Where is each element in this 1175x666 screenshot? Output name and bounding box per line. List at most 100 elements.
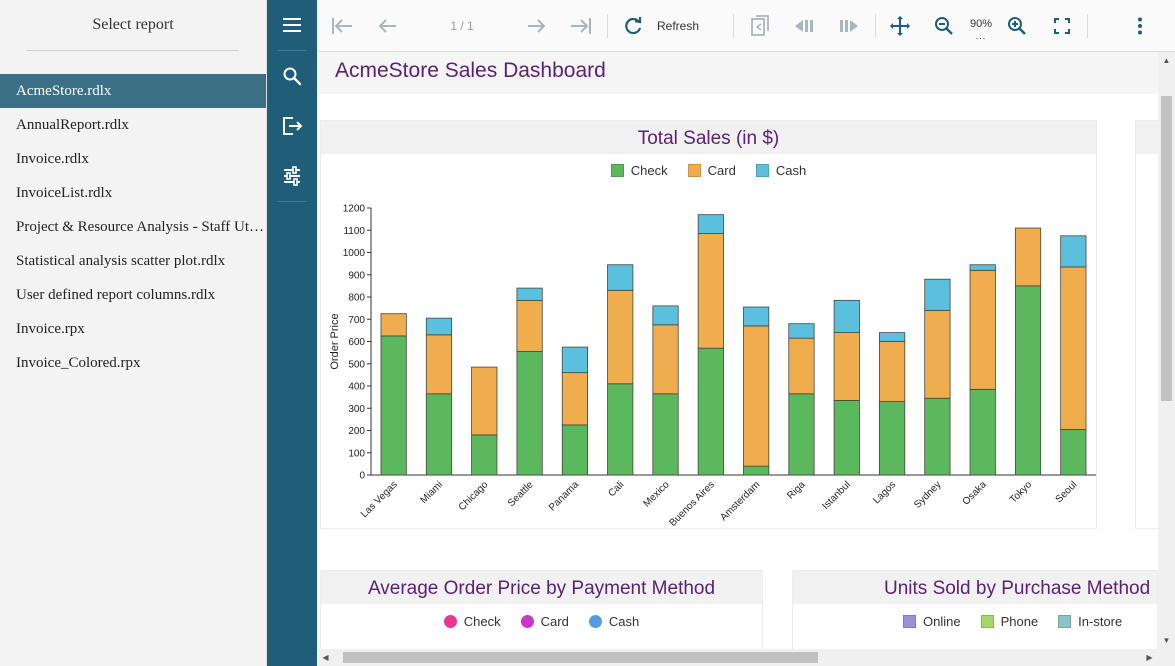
report-item[interactable]: Statistical analysis scatter plot.rdlx (16, 253, 226, 269)
bar-card (1014, 227, 1042, 287)
first-page-button[interactable] (327, 0, 357, 52)
bar-card (697, 233, 724, 349)
fullscreen-button[interactable] (1047, 0, 1077, 52)
report-header: AcmeStore Sales Dashboard (317, 52, 1158, 94)
y-tick-label: 800 (348, 293, 365, 304)
export-button[interactable] (267, 101, 317, 151)
legend-label: Phone (1000, 613, 1039, 629)
y-tick-label: 600 (348, 337, 365, 348)
report-item[interactable]: User defined report columns.rdlx (16, 287, 216, 303)
y-tick-label: 1200 (343, 204, 366, 215)
chart-title: Units Sold by Purchase Method (793, 571, 1157, 604)
bar-check (516, 351, 543, 476)
bar-card (380, 313, 407, 337)
zoom-out-icon (935, 17, 953, 35)
legend-swatch (443, 614, 457, 628)
bar-card (561, 372, 588, 426)
chart-legend: Check Card Cash (321, 162, 1096, 178)
legend-swatch (520, 614, 534, 628)
x-tick-label: Chicago (457, 479, 491, 513)
bar-card (833, 332, 860, 401)
bar-cash (879, 332, 906, 342)
scroll-down-icon[interactable]: ▼ (1162, 636, 1171, 645)
report-item[interactable]: Invoice_Colored.rpx (16, 355, 141, 371)
zoom-in-button[interactable] (1002, 0, 1032, 52)
y-tick-label: 1100 (343, 226, 365, 237)
menu-button[interactable] (267, 0, 317, 50)
legend-label: Card (707, 162, 736, 178)
last-page-button[interactable] (566, 0, 596, 52)
bar-cash (1060, 235, 1087, 268)
scroll-up-icon[interactable]: ▲ (1162, 56, 1171, 65)
legend-item-in-store: In-store (1058, 614, 1122, 629)
scroll-right-icon[interactable]: ▶ (1146, 653, 1153, 662)
x-tick-label: Tokyo (1008, 479, 1035, 506)
bar-card (788, 337, 815, 395)
legend-label: Check (463, 613, 501, 629)
legend-swatch (1058, 614, 1072, 628)
bar-card (652, 324, 679, 395)
bar-card (425, 334, 453, 395)
report-item[interactable]: Project & Resource Analysis - Staff Util… (16, 219, 266, 235)
x-tick-label: Lagos (871, 479, 898, 506)
bar-card (879, 341, 906, 402)
report-item[interactable]: AcmeStore.rdlx (0, 74, 266, 108)
refresh-button[interactable] (617, 0, 649, 52)
scroll-left-icon[interactable]: ◀ (322, 653, 329, 662)
report-item[interactable]: Invoice.rdlx (16, 151, 89, 167)
units-sold-chart: Units Sold by Purchase Method Online Pho… (792, 570, 1158, 660)
more-button[interactable] (1125, 0, 1155, 52)
rail-divider (277, 50, 307, 51)
page-indicator[interactable]: 1 / 1 (450, 19, 474, 33)
report-page: Total Sales (in $) Check Card Cash 0 100 2… (317, 94, 1175, 660)
history-forward-button[interactable] (834, 0, 864, 52)
bar-card (1060, 266, 1087, 430)
legend-item-check: Check (443, 613, 501, 629)
zoom-level[interactable]: 90% (969, 18, 993, 30)
zoom-options[interactable]: ... (975, 31, 987, 41)
report-viewport[interactable]: AcmeStore Sales Dashboard Total Sales (i… (317, 52, 1175, 666)
vertical-scroll-thumb[interactable] (1161, 96, 1172, 401)
refresh-label[interactable]: Refresh (657, 19, 700, 33)
legend-item-phone: Phone (980, 613, 1039, 629)
bar-check (652, 393, 679, 476)
bar-cash (833, 299, 860, 333)
x-tick-label: Istanbul (820, 479, 853, 512)
history-back-button[interactable] (789, 0, 819, 52)
chart-legend: Check Card Cash (321, 613, 762, 629)
back-to-parent-button[interactable] (745, 0, 775, 52)
y-axis-title: Order Price (329, 313, 341, 369)
sidebar-rail (267, 0, 317, 666)
zoom-out-button[interactable] (929, 0, 959, 52)
horizontal-scrollbar[interactable]: ◀ ▶ (317, 649, 1158, 666)
search-button[interactable] (267, 51, 317, 101)
legend-item-card: Card (520, 614, 569, 629)
report-item[interactable]: Invoice.rpx (16, 321, 85, 337)
report-title: AcmeStore Sales Dashboard (335, 59, 606, 82)
vertical-scrollbar[interactable]: ▲ ▼ (1158, 52, 1175, 649)
y-tick-label: 700 (348, 315, 365, 326)
legend-item-cash: Cash (755, 163, 806, 178)
y-tick-label: 100 (348, 448, 365, 459)
next-page-button[interactable] (522, 0, 552, 52)
y-tick-label: 300 (348, 404, 365, 415)
report-item[interactable]: InvoiceList.rdlx (16, 185, 113, 201)
refresh-icon (625, 17, 642, 35)
bar-cash (561, 346, 588, 374)
panel-divider (27, 50, 239, 51)
bar-card (924, 309, 951, 399)
parameters-button[interactable] (267, 151, 317, 201)
toolbar-divider (1087, 14, 1088, 38)
more-icon (1138, 17, 1142, 35)
previous-page-button[interactable] (372, 0, 402, 52)
zoom-in-icon (1008, 17, 1026, 35)
pan-mode-button[interactable] (885, 0, 915, 52)
horizontal-scroll-thumb[interactable] (343, 652, 818, 663)
legend-swatch (980, 614, 994, 628)
bar-check (1014, 285, 1042, 476)
bar-cash (788, 323, 815, 339)
bar-card (607, 289, 634, 385)
bar-check (561, 424, 588, 476)
last-page-icon (571, 18, 591, 34)
report-item[interactable]: AnnualReport.rdlx (16, 117, 129, 133)
